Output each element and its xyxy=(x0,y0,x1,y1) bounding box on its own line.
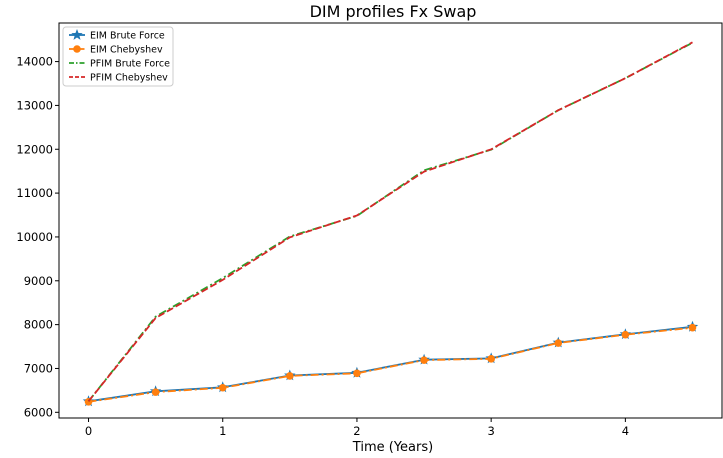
y-tick-label: 11000 xyxy=(16,186,53,200)
series-eim-brute-force xyxy=(82,320,699,407)
series-line xyxy=(87,41,693,402)
series-pfim-chebyshev xyxy=(87,41,693,402)
legend-entry-label: EIM Chebyshev xyxy=(90,45,163,56)
series-line xyxy=(87,41,693,402)
chart-title: DIM profiles Fx Swap xyxy=(310,2,477,21)
y-tick-label: 14000 xyxy=(16,55,53,69)
y-tick-label: 6000 xyxy=(24,405,53,419)
y-tick-label: 10000 xyxy=(16,230,53,244)
data-point xyxy=(286,372,294,380)
legend-box xyxy=(62,26,174,87)
data-point xyxy=(420,356,428,364)
data-point xyxy=(218,383,227,392)
legend-marker xyxy=(73,45,81,53)
y-tick-label: 13000 xyxy=(16,98,53,112)
series-line xyxy=(88,326,693,403)
x-tick-label: 4 xyxy=(622,424,629,438)
legend-marker xyxy=(71,29,83,40)
y-tick-label: 8000 xyxy=(24,318,53,332)
y-tick-label: 12000 xyxy=(16,142,53,156)
x-tick-label: 0 xyxy=(85,424,92,438)
legend-entry-label: PFIM Chebyshev xyxy=(90,73,168,84)
y-axis: 6000 7000 8000 9000 10000 11000 12000 13000 1400… xyxy=(16,55,59,419)
x-axis: 0 1 2 3 4 xyxy=(85,418,629,438)
series-eim-chebyshev xyxy=(84,323,697,406)
legend-entry-label: PFIM Brute Force xyxy=(90,59,170,70)
x-tick-label: 3 xyxy=(487,424,494,438)
plot-frame xyxy=(58,22,723,419)
x-tick-label: 2 xyxy=(353,424,360,438)
x-tick-label: 1 xyxy=(219,424,226,438)
data-point xyxy=(688,323,697,332)
data-point xyxy=(353,369,361,378)
data-point xyxy=(487,355,495,363)
data-point xyxy=(554,339,563,347)
series-pfim-brute-force xyxy=(87,41,693,402)
legend-entry-label: EIM Brute Force xyxy=(90,31,165,42)
plot-layer xyxy=(82,41,699,407)
legend: EIM Brute Force EIM Chebyshev PFIM Brute F… xyxy=(62,26,174,87)
data-point xyxy=(151,388,160,396)
x-axis-label: Time (Years) xyxy=(352,440,433,455)
data-point xyxy=(621,330,630,339)
y-tick-label: 7000 xyxy=(24,361,53,375)
y-tick-label: 9000 xyxy=(24,274,53,288)
